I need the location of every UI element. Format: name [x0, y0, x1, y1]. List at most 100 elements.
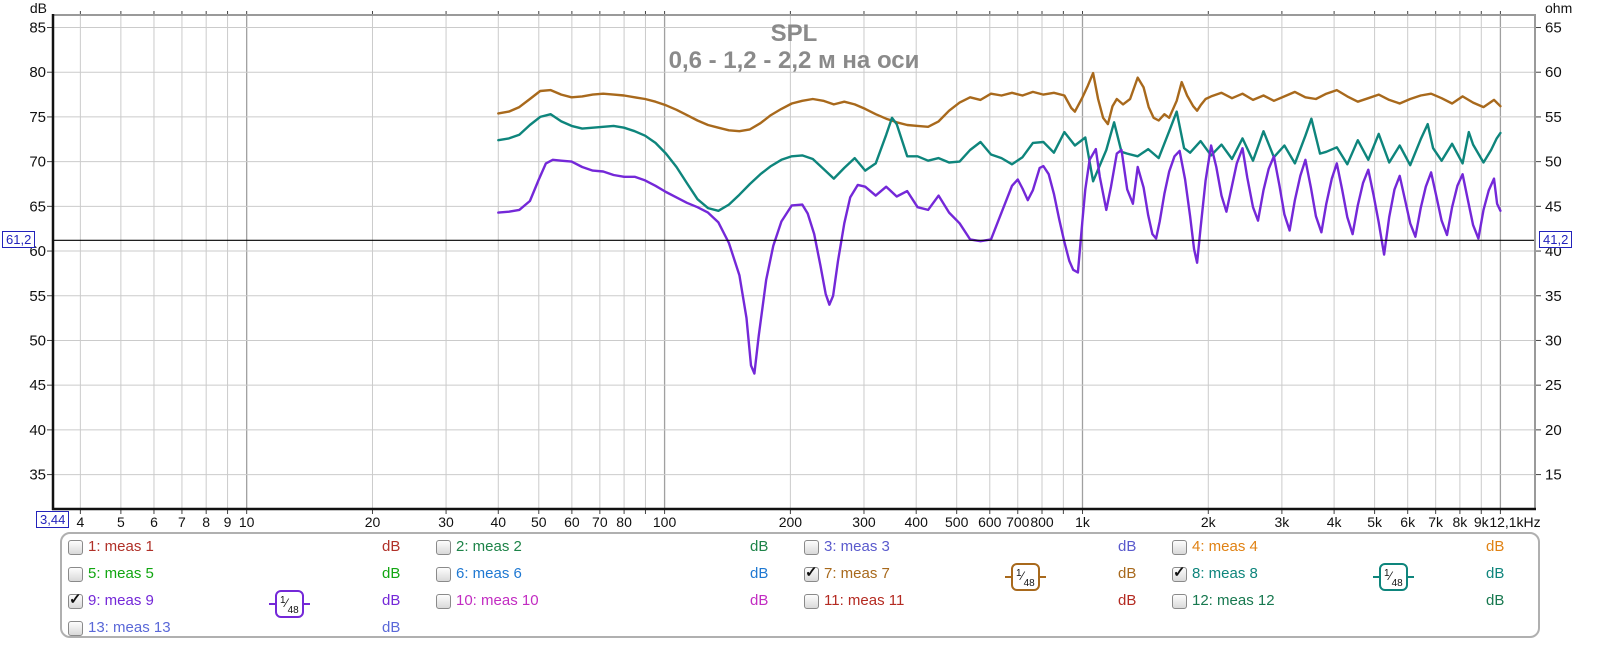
legend-unit-meas-1: dB	[382, 538, 401, 555]
x-tick-label: 6	[150, 514, 158, 530]
smoothing-trail-dash-icon	[303, 603, 310, 606]
x-tick-label: 300	[852, 514, 876, 530]
legend-label-meas-9[interactable]: 9: meas 9	[88, 592, 154, 609]
legend-checkbox-meas-8[interactable]: ✓	[1172, 564, 1187, 582]
legend-label-meas-8[interactable]: 8: meas 8	[1192, 565, 1258, 582]
legend-label-meas-5[interactable]: 5: meas 5	[88, 565, 154, 582]
y-tick-label-left: 85	[29, 20, 46, 37]
trace-meas-8	[497, 110, 1502, 213]
legend-label-meas-10[interactable]: 10: meas 10	[456, 592, 539, 609]
smoothing-fraction-icon: 1⁄48	[1011, 563, 1040, 592]
x-tick-label: 400	[905, 514, 929, 530]
smoothing-badge-meas-8[interactable]: 1⁄48	[1373, 563, 1414, 592]
y-tick-label-left: 75	[29, 109, 46, 126]
x-tick-label: 30	[438, 514, 454, 530]
y-tick-label-right: 60	[1545, 64, 1562, 81]
x-tick-label: 20	[365, 514, 381, 530]
x-tick-label: 500	[945, 514, 969, 530]
x-tick-label: 800	[1030, 514, 1054, 530]
x-tick-label: 50	[531, 514, 547, 530]
legend-label-meas-7[interactable]: 7: meas 7	[824, 565, 890, 582]
legend-checkbox-meas-7[interactable]: ✓	[804, 564, 819, 582]
legend-unit-meas-5: dB	[382, 565, 401, 582]
legend-unit-meas-4: dB	[1486, 538, 1505, 555]
x-tick-label: 700	[1006, 514, 1030, 530]
smoothing-trail-dash-icon	[1407, 576, 1414, 579]
legend-checkbox-meas-2[interactable]	[436, 540, 451, 555]
legend-item-meas-6: 6: meas 6 dB	[436, 565, 796, 587]
smoothing-fraction-icon: 1⁄48	[275, 590, 304, 619]
legend-unit-meas-2: dB	[750, 538, 769, 555]
legend-label-meas-2[interactable]: 2: meas 2	[456, 538, 522, 555]
smoothing-badge-meas-9[interactable]: 1⁄48	[269, 590, 310, 619]
plot-area[interactable]	[53, 15, 1535, 509]
legend-item-meas-12: 12: meas 12 dB	[1172, 592, 1532, 614]
legend-checkbox-meas-10[interactable]	[436, 594, 451, 609]
checkmark-icon: ✓	[805, 564, 818, 581]
legend-item-meas-1: 1: meas 1 dB	[68, 538, 428, 560]
legend-unit-meas-11: dB	[1118, 592, 1137, 609]
x-tick-label: 7k	[1428, 514, 1444, 530]
x-tick-label: 4k	[1327, 514, 1343, 530]
legend-checkbox-meas-1[interactable]	[68, 540, 83, 555]
y-tick-label-left: 50	[29, 332, 46, 349]
x-tick-label: 7	[178, 514, 186, 530]
legend-item-meas-7: ✓ 7: meas 7 1⁄48 dB	[804, 563, 1164, 592]
y-axis-unit-right: ohm	[1545, 0, 1572, 16]
legend-label-meas-1[interactable]: 1: meas 1	[88, 538, 154, 555]
grid-lines	[47, 11, 1541, 514]
y-tick-label-right: 65	[1545, 20, 1562, 37]
plot-frame	[51, 14, 1536, 511]
legend-checkbox-meas-13[interactable]	[68, 621, 83, 636]
x-tick-label: 12,1kHz	[1489, 514, 1540, 530]
legend-label-meas-12[interactable]: 12: meas 12	[1192, 592, 1275, 609]
legend-label-meas-11[interactable]: 11: meas 11	[824, 592, 905, 609]
trace-meas-7	[497, 71, 1502, 133]
legend-item-meas-11: 11: meas 11 dB	[804, 592, 1164, 614]
legend-item-meas-5: 5: meas 5 dB	[68, 565, 428, 587]
legend-item-meas-10: 10: meas 10 dB	[436, 592, 796, 614]
trace-curves	[497, 71, 1502, 375]
smoothing-badge-meas-7[interactable]: 1⁄48	[1005, 563, 1046, 592]
legend-unit-meas-9: dB	[382, 592, 401, 609]
legend-item-meas-2: 2: meas 2 dB	[436, 538, 796, 560]
y-tick-label-right: 20	[1545, 422, 1562, 439]
legend-checkbox-meas-12[interactable]	[1172, 594, 1187, 609]
legend-label-meas-4[interactable]: 4: meas 4	[1192, 538, 1258, 555]
legend-checkbox-meas-11[interactable]	[804, 594, 819, 609]
cursor-db-readout[interactable]: 61,2	[2, 231, 36, 249]
x-tick-label: 8	[202, 514, 210, 530]
legend-unit-meas-13: dB	[382, 619, 401, 636]
legend-checkbox-meas-6[interactable]	[436, 567, 451, 582]
legend-label-meas-6[interactable]: 6: meas 6	[456, 565, 522, 582]
x-tick-label: 2k	[1201, 514, 1217, 530]
x-tick-label: 5k	[1367, 514, 1383, 530]
y-tick-label-right: 55	[1545, 109, 1562, 126]
x-tick-label: 3k	[1274, 514, 1290, 530]
cursor-ohm-readout[interactable]: 41,2	[1539, 231, 1573, 249]
x-tick-label: 60	[564, 514, 580, 530]
y-tick-label-right: 45	[1545, 198, 1562, 215]
x-tick-label: 200	[779, 514, 803, 530]
legend-item-meas-13: 13: meas 13 dB	[68, 619, 428, 641]
legend-checkbox-meas-9[interactable]: ✓	[68, 591, 83, 609]
y-tick-label-right: 25	[1545, 377, 1562, 394]
x-tick-label: 9k	[1474, 514, 1490, 530]
smoothing-fraction-icon: 1⁄48	[1379, 563, 1408, 592]
legend-label-meas-13[interactable]: 13: meas 13	[88, 619, 171, 636]
legend-item-meas-8: ✓ 8: meas 8 1⁄48 dB	[1172, 563, 1532, 592]
legend-unit-meas-8: dB	[1486, 565, 1505, 582]
legend-label-meas-3[interactable]: 3: meas 3	[824, 538, 890, 555]
cursor-freq-readout[interactable]: 3,44	[36, 511, 70, 528]
y-axis-unit-left: dB	[30, 0, 47, 16]
legend-checkbox-meas-5[interactable]	[68, 567, 83, 582]
legend-checkbox-meas-4[interactable]	[1172, 540, 1187, 555]
y-tick-label-right: 35	[1545, 288, 1562, 305]
y-tick-label-right: 50	[1545, 154, 1562, 171]
y-tick-label-right: 30	[1545, 332, 1562, 349]
legend-checkbox-meas-3[interactable]	[804, 540, 819, 555]
chart-title: SPL	[771, 20, 818, 47]
